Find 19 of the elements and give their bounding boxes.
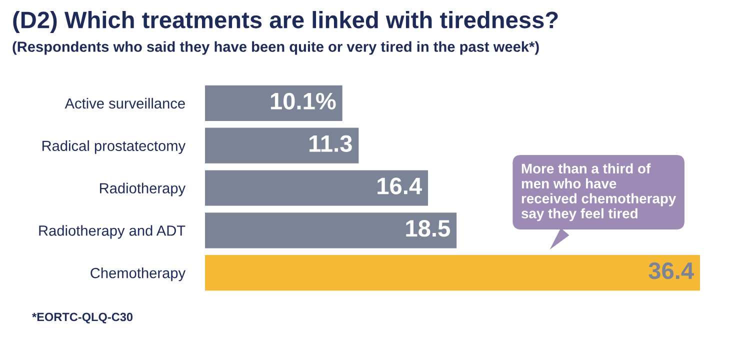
annotation: More than a third of men who have received chemotherapy say they feel tired [521,163,676,222]
y-tick-label: Active surveillance [64,98,185,109]
y-tick-label: Radiotherapy and ADT [39,225,186,239]
y-tick-label: Radiotherapy [100,182,186,196]
data-label: 36.4 [648,262,694,280]
chart-title: (D2) Which treatments are linked with tiredness? [13,10,558,34]
data-label: 16.4 [378,178,422,194]
y-tick-label: Chemotherapy [90,268,186,282]
bar [205,85,342,122]
data-label: 18.5 [406,220,450,237]
bar [205,212,457,248]
data-label: 10.1% [270,92,336,110]
data-label: 11.3 [310,135,352,152]
bar [205,170,428,206]
y-tick-label: Radical prostatectomy [42,140,186,154]
bar [205,254,700,291]
chart-subtitle: (Respondents who said they have been quite or very tired in the past week*) [12,41,539,55]
bar [205,128,359,164]
text: *EORTC-QLQ-C30 [32,312,133,324]
